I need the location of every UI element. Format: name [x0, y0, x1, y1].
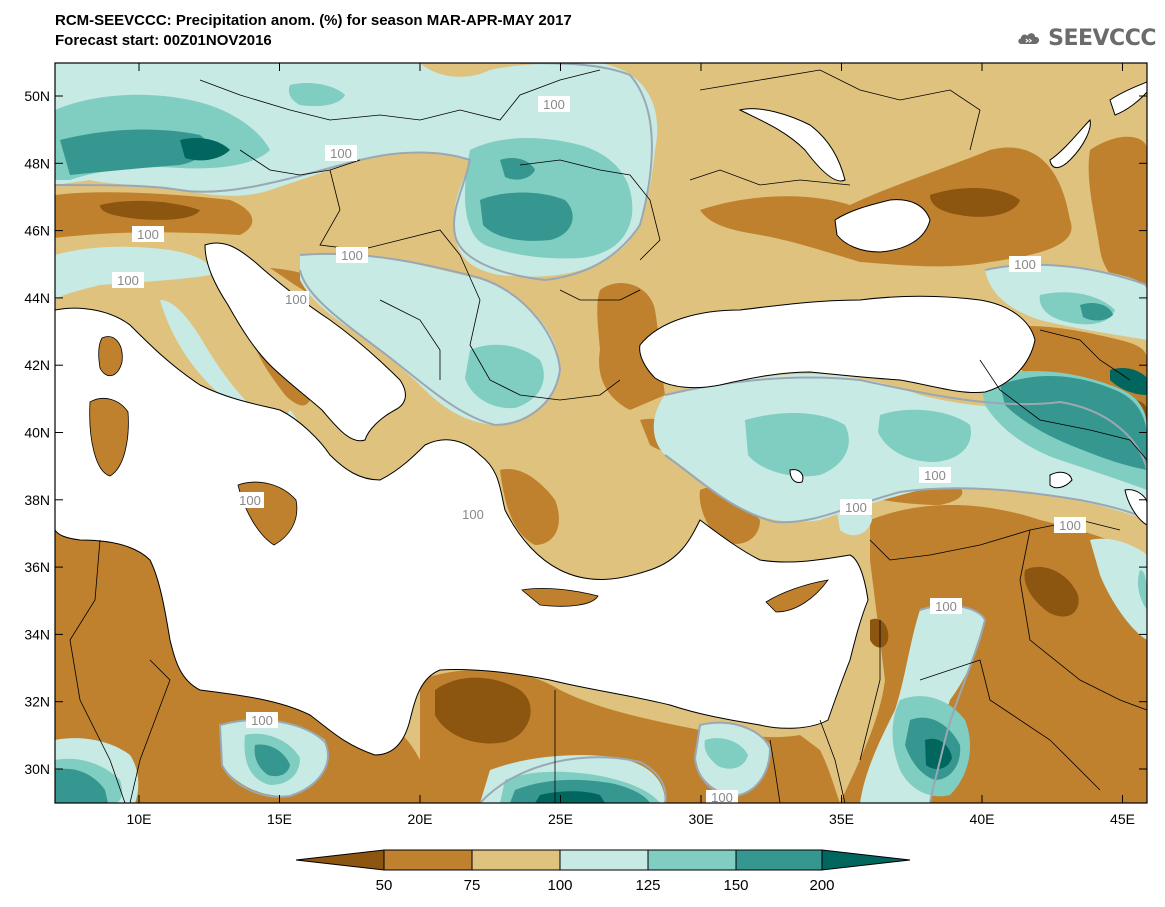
lat-tick-label: 48N — [24, 155, 50, 171]
lon-tick-label: 40E — [970, 811, 995, 827]
contour-label: 100 — [137, 227, 159, 242]
lat-tick-label: 36N — [24, 559, 50, 575]
cloud-icon — [1018, 33, 1040, 44]
lon-tick-label: 15E — [267, 811, 292, 827]
contour-label: 100 — [341, 248, 363, 263]
lon-tick-label: 20E — [408, 811, 433, 827]
colorbar-swatch-extreme-wet — [821, 849, 911, 871]
contour-label: 100 — [285, 292, 307, 307]
lat-tick-label: 44N — [24, 290, 50, 306]
islands — [89, 336, 829, 613]
contour-label: 100 — [1014, 257, 1036, 272]
colorbar-label: 100 — [547, 877, 572, 894]
lon-tick-label: 35E — [829, 811, 854, 827]
contour-label: 100 — [462, 507, 484, 522]
lat-tick-label: 50N — [24, 88, 50, 104]
contour-label: 100 — [330, 146, 352, 161]
contour-label: 100 — [711, 790, 733, 805]
latitude-axis: 50N 48N 46N 44N 42N 40N 38N 36N 34N 32N 30N — [24, 88, 1147, 777]
lat-tick-label: 46N — [24, 223, 50, 239]
country-borders — [69, 69, 1147, 803]
colorbar-swatch-very-wet — [735, 849, 823, 871]
contour-labels: 100 100 100 100 100 100 100 100 100 100 … — [112, 96, 1086, 805]
lat-tick-label: 32N — [24, 694, 50, 710]
colorbar-swatch-wet — [647, 849, 737, 871]
contour-label: 100 — [251, 713, 273, 728]
lon-tick-label: 10E — [127, 811, 152, 827]
colorbar-label: 150 — [723, 877, 748, 894]
colorbar-label: 50 — [376, 877, 393, 894]
lon-tick-label: 30E — [689, 811, 714, 827]
logo-text: SEEVCCC — [1048, 25, 1156, 51]
contour-label: 100 — [935, 599, 957, 614]
lat-tick-label: 34N — [24, 626, 50, 642]
colorbar-label: 200 — [809, 877, 834, 894]
seevccc-logo: SEEVCCC — [1016, 22, 1156, 54]
lat-tick-label: 30N — [24, 761, 50, 777]
map-field: 100 100 100 100 100 100 100 100 100 100 … — [55, 63, 1147, 805]
contour-label: 100 — [239, 493, 261, 508]
colorbar-label: 125 — [635, 877, 660, 894]
lat-tick-label: 42N — [24, 357, 50, 373]
forecast-start: Forecast start: 00Z01NOV2016 — [55, 32, 272, 49]
lat-tick-label: 40N — [24, 425, 50, 441]
map-title: RCM-SEEVCCC: Precipitation anom. (%) for… — [55, 12, 572, 29]
contour-label: 100 — [1059, 518, 1081, 533]
contour-label: 100 — [924, 468, 946, 483]
longitude-axis: 10E 15E 20E 25E 30E 35E 40E 45E — [127, 63, 1135, 827]
lon-tick-label: 25E — [548, 811, 573, 827]
contour-label: 100 — [845, 500, 867, 515]
sea-areas — [55, 81, 1147, 756]
very-wet-regions — [55, 129, 1147, 803]
contour-label: 100 — [543, 97, 565, 112]
lon-tick-label: 45E — [1110, 811, 1135, 827]
colorbar-label: 75 — [464, 877, 481, 894]
contour-label: 100 — [117, 273, 139, 288]
contour-100-lines — [55, 63, 1147, 803]
colorbar: 50 75 100 125 150 200 — [295, 849, 911, 894]
colorbar-swatch-slightly-dry — [471, 849, 561, 871]
colorbar-swatch-dry — [383, 849, 473, 871]
lat-tick-label: 38N — [24, 492, 50, 508]
extreme-wet-regions — [180, 138, 1147, 803]
colorbar-swatch-slightly-wet — [559, 849, 649, 871]
colorbar-swatch-very-dry — [295, 849, 385, 871]
